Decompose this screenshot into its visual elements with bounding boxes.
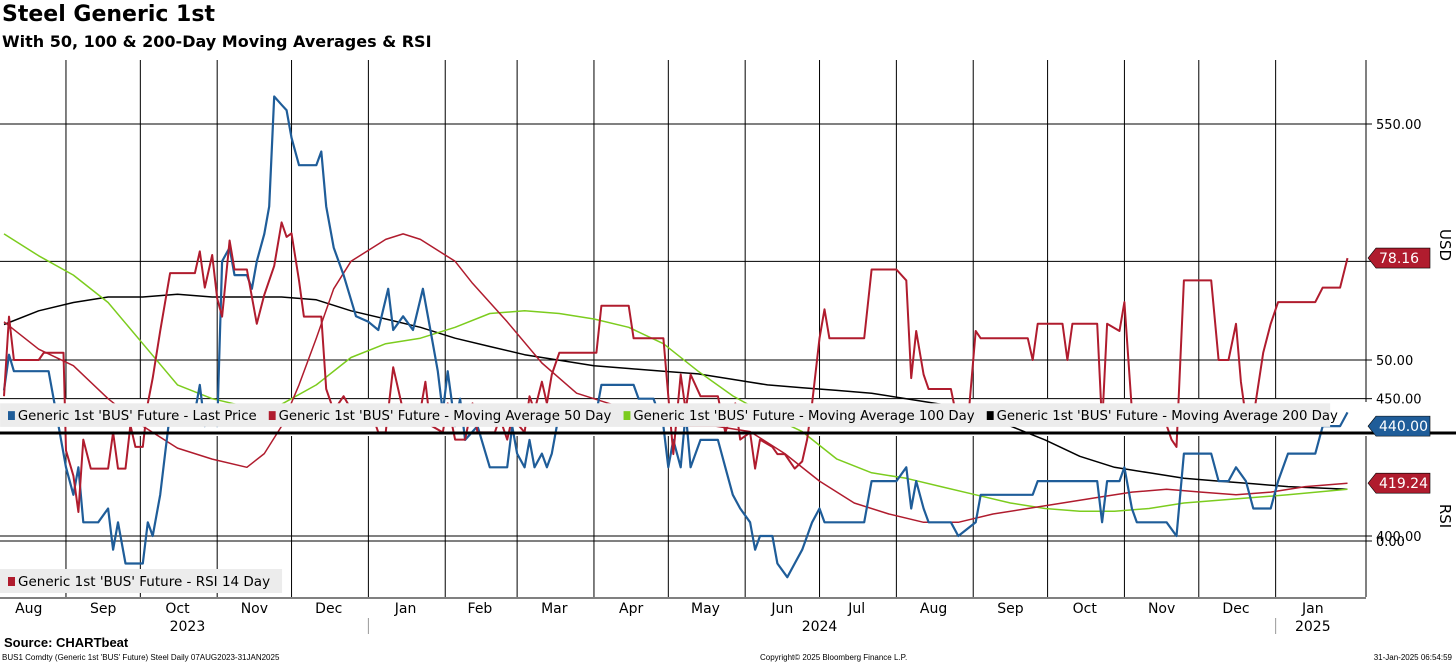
- x-month-tick-label: Sep: [90, 601, 117, 617]
- x-axis: Aug Sep Oct Nov Dec Jan Feb Mar Apr May Jun Jul Aug S…: [15, 601, 1331, 635]
- x-month-tick-label: Nov: [1148, 601, 1175, 617]
- x-month-tick-label: Dec: [315, 601, 342, 617]
- legend-entry-label: Generic 1st 'BUS' Future - Moving Averag…: [997, 409, 1338, 424]
- x-month-tick-label: Jan: [394, 601, 417, 617]
- x-month-tick-label: Oct: [1073, 601, 1098, 617]
- legend-entry-label: Generic 1st 'BUS' Future - Moving Averag…: [279, 409, 612, 424]
- x-month-tick-label: Jul: [847, 601, 865, 617]
- x-month-tick-label: Sep: [997, 601, 1024, 617]
- price-y-tick-label: 450.00: [1376, 393, 1422, 408]
- price-y-tick-label: 400.00: [1376, 530, 1422, 545]
- chart-subtitle: With 50, 100 & 200-Day Moving Averages &…: [2, 32, 432, 51]
- legend-background: [0, 403, 1331, 427]
- footer-copyright: Copyright© 2025 Bloomberg Finance L.P.: [760, 653, 908, 662]
- last-value-badge: [1367, 247, 1431, 269]
- last-value-text: 440.00: [1379, 419, 1428, 435]
- price-series-group: [2, 95, 1349, 579]
- legend-swatch: [986, 411, 994, 421]
- x-month-tick-label: Jan: [1301, 601, 1324, 617]
- last-value-labels: 440.00 419.24 78.16: [1367, 247, 1431, 494]
- legend-swatch: [8, 577, 15, 586]
- price-y-axis-label: USD: [1436, 229, 1454, 261]
- footer-timestamp: 31-Jan-2025 06:54:59: [1373, 653, 1452, 662]
- x-month-tick-label: Aug: [920, 601, 947, 617]
- series-line-generic-1st-bus-future-moving-average-200-day: [3, 293, 1348, 491]
- rsi-y-tick-label: 50.00: [1376, 354, 1413, 369]
- x-month-tick-label: Oct: [165, 601, 190, 617]
- last-value-text: 419.24: [1379, 476, 1428, 492]
- legend-entry-label: Generic 1st 'BUS' Future - Last Price: [18, 409, 257, 424]
- last-value-badge: [1367, 415, 1431, 437]
- rsi-gridlines: [0, 359, 1366, 597]
- x-month-tick-label: Feb: [468, 601, 493, 617]
- x-year-tick-label: 2023: [170, 619, 206, 635]
- legend-background: [0, 569, 283, 593]
- legend-entry-label: Generic 1st 'BUS' Future - RSI 14 Day: [18, 574, 270, 590]
- chart-title: Steel Generic 1st: [2, 2, 215, 27]
- rsi-y-axis: 0.00 50.00 RSI: [1366, 354, 1454, 550]
- price-gridlines: [0, 60, 1366, 537]
- legend-swatch: [623, 411, 631, 421]
- x-month-tick-label: May: [691, 601, 720, 617]
- legend-swatch: [268, 411, 276, 421]
- rsi-legend: Generic 1st 'BUS' Future - RSI 14 Day: [0, 569, 283, 593]
- series-line-generic-1st-bus-future-rsi-14-day: [3, 221, 1349, 513]
- footer-ticker-info: BUS1 Comdty (Generic 1st 'BUS' Future) S…: [2, 653, 280, 662]
- legend-entry-label: Generic 1st 'BUS' Future - Moving Averag…: [633, 409, 974, 424]
- x-year-tick-label: 2025: [1295, 619, 1331, 635]
- source-note: Source: CHARTbeat: [4, 635, 129, 650]
- series-line-generic-1st-bus-future-moving-average-50-day: [3, 233, 1348, 524]
- legend-swatch: [8, 411, 15, 421]
- last-value-text: 78.16: [1379, 251, 1419, 267]
- x-month-tick-label: Jun: [770, 601, 793, 617]
- price-legend: Generic 1st 'BUS' Future - Last Price Gen…: [0, 403, 1338, 427]
- price-y-tick-label: 550.00: [1376, 118, 1422, 133]
- x-month-tick-label: Apr: [619, 601, 643, 617]
- rsi-y-axis-label: RSI: [1436, 504, 1454, 528]
- panel-frames: [0, 60, 1456, 599]
- x-year-tick-label: 2024: [802, 619, 838, 635]
- series-line-generic-1st-bus-future-last-price: [2, 95, 1349, 579]
- x-month-tick-label: Nov: [241, 601, 268, 617]
- x-month-tick-label: Dec: [1222, 601, 1249, 617]
- rsi-series-group: [3, 221, 1349, 513]
- x-month-tick-label: Aug: [15, 601, 42, 617]
- rsi-y-tick-label: 0.00: [1376, 535, 1405, 550]
- last-value-badge: [1367, 472, 1431, 494]
- x-month-tick-label: Mar: [541, 601, 568, 617]
